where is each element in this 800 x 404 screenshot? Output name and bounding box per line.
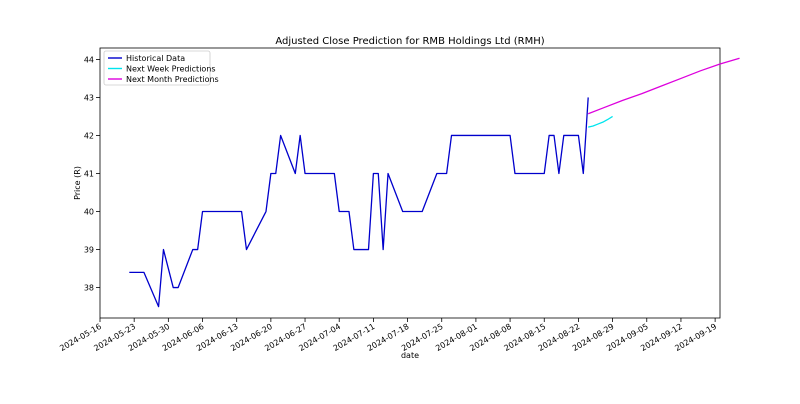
y-tick-label: 43 (84, 93, 94, 102)
legend: Historical Data Next Week PredictionsNext… (103, 50, 219, 86)
y-tick-label: 38 (84, 284, 94, 293)
legend-entries: Historical Data Next Week PredictionsNext… (108, 54, 219, 84)
y-tick-label: 40 (84, 208, 94, 217)
series-line-next-week-predictions (588, 115, 613, 128)
y-tick-label: 41 (84, 169, 94, 178)
series-line-next-month-predictions (587, 57, 740, 115)
y-tick-label: 42 (84, 131, 94, 140)
y-axis-ticks: 38 39 40 41 42 43 44 (84, 55, 100, 293)
y-tick-label: 39 (84, 246, 94, 255)
x-axis-label: date (401, 351, 419, 360)
legend-label: Next Month Predictions (126, 75, 219, 84)
legend-box (103, 50, 211, 86)
legend-label: Historical Data (126, 54, 185, 63)
series-layer (129, 57, 740, 308)
series-line-historical-data (129, 97, 589, 308)
y-tick-label: 44 (84, 55, 94, 64)
x-axis-ticks: 2024-05-162024-05-232024-05-302024-06-06… (58, 318, 718, 353)
plot-frame (99, 47, 721, 319)
legend-label: Next Week Predictions (126, 65, 216, 74)
y-axis-label: Price (R) (73, 166, 82, 200)
chart-title: Adjusted Close Prediction for RMB Holdin… (275, 36, 544, 47)
plot-area (99, 47, 721, 319)
